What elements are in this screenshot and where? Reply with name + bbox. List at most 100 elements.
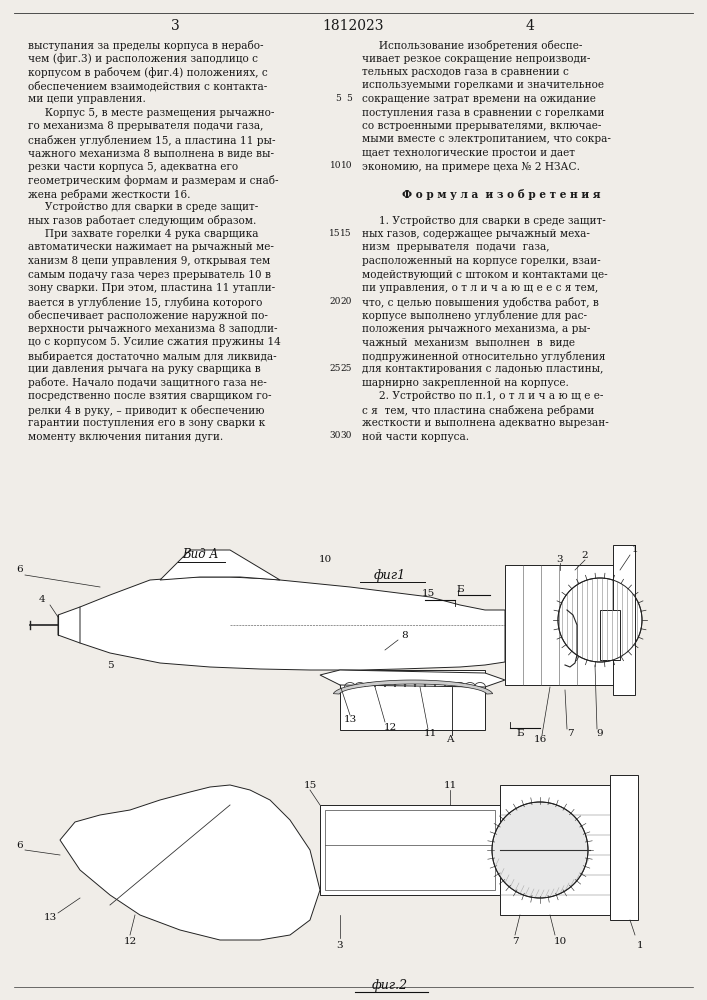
Text: ных газов работает следующим образом.: ных газов работает следующим образом.	[28, 216, 257, 227]
Text: верхности рычажного механизма 8 заподли-: верхности рычажного механизма 8 заподли-	[28, 324, 278, 334]
Text: посредственно после взятия сварщиком го-: посредственно после взятия сварщиком го-	[28, 391, 271, 401]
Text: 12: 12	[124, 938, 136, 946]
Text: 8: 8	[402, 631, 409, 640]
Text: 15: 15	[340, 229, 352, 238]
Text: 3: 3	[556, 556, 563, 564]
Text: 1: 1	[637, 940, 643, 950]
Text: чем (фиг.3) и расположения заподлицо с: чем (фиг.3) и расположения заподлицо с	[28, 53, 258, 64]
Text: резки части корпуса 5, адекватна его: резки части корпуса 5, адекватна его	[28, 161, 238, 172]
Text: Использование изобретения обеспе-: Использование изобретения обеспе-	[362, 40, 583, 51]
Text: автоматически нажимает на рычажный ме-: автоматически нажимает на рычажный ме-	[28, 242, 274, 252]
Text: 12: 12	[383, 722, 397, 732]
Text: жесткости и выполнена адекватно вырезан-: жесткости и выполнена адекватно вырезан-	[362, 418, 609, 428]
Text: положения рычажного механизма, а ры-: положения рычажного механизма, а ры-	[362, 324, 590, 334]
Text: Устройство для сварки в среде защит-: Устройство для сварки в среде защит-	[28, 202, 258, 212]
Text: Вид А: Вид А	[182, 548, 218, 562]
Text: A: A	[446, 736, 454, 744]
Text: жена ребрами жесткости 16.: жена ребрами жесткости 16.	[28, 188, 190, 200]
Text: фиг1: фиг1	[374, 568, 406, 582]
Bar	[505, 565, 615, 685]
Text: 20: 20	[341, 296, 352, 306]
Bar	[600, 610, 620, 660]
Text: используемыми горелками и значительное: используемыми горелками и значительное	[362, 81, 604, 91]
Text: геометрическим формам и размерам и снаб-: геометрическим формам и размерам и снаб-	[28, 175, 279, 186]
Text: 9: 9	[597, 728, 603, 738]
Text: модействующий с штоком и контактами це-: модействующий с штоком и контактами це-	[362, 269, 607, 279]
Text: 4: 4	[39, 595, 45, 604]
Text: фиг.2: фиг.2	[372, 978, 408, 992]
Text: 2: 2	[582, 550, 588, 560]
Text: шарнирно закрепленной на корпусе.: шарнирно закрепленной на корпусе.	[362, 377, 569, 387]
Bar	[325, 810, 495, 890]
Text: самым подачу газа через прерыватель 10 в: самым подачу газа через прерыватель 10 в	[28, 269, 271, 279]
Text: тельных расходов газа в сравнении с: тельных расходов газа в сравнении с	[362, 67, 569, 77]
Text: со встроенными прерывателями, включае-: со встроенными прерывателями, включае-	[362, 121, 602, 131]
Text: 6: 6	[17, 840, 23, 850]
Text: 10: 10	[318, 556, 332, 564]
Text: экономию, на примере цеха № 2 НЗАС.: экономию, на примере цеха № 2 НЗАС.	[362, 161, 580, 172]
Text: Ф о р м у л а  и з о б р е т е н и я: Ф о р м у л а и з о б р е т е н и я	[402, 188, 600, 200]
Text: 25: 25	[341, 364, 352, 373]
Circle shape	[558, 578, 642, 662]
Text: выступания за пределы корпуса в нерабо-: выступания за пределы корпуса в нерабо-	[28, 40, 264, 51]
Text: корпусом в рабочем (фиг.4) положениях, с: корпусом в рабочем (фиг.4) положениях, с	[28, 67, 268, 78]
Text: 15: 15	[421, 588, 435, 597]
Text: цо с корпусом 5. Усилие сжатия пружины 14: цо с корпусом 5. Усилие сжатия пружины 1…	[28, 337, 281, 347]
Text: пи управления, о т л и ч а ю щ е е с я тем,: пи управления, о т л и ч а ю щ е е с я т…	[362, 283, 598, 293]
Text: работе. Начало подачи защитного газа не-: работе. Начало подачи защитного газа не-	[28, 377, 267, 388]
Text: го механизма 8 прерывателя подачи газа,: го механизма 8 прерывателя подачи газа,	[28, 121, 264, 131]
Text: ции давления рычага на руку сварщика в: ции давления рычага на руку сварщика в	[28, 364, 261, 374]
Text: 1. Устройство для сварки в среде защит-: 1. Устройство для сварки в среде защит-	[362, 216, 606, 226]
Text: щает технологические простои и дает: щает технологические простои и дает	[362, 148, 575, 158]
Text: ханизм 8 цепи управления 9, открывая тем: ханизм 8 цепи управления 9, открывая тем	[28, 256, 270, 266]
Text: Б: Б	[516, 728, 524, 738]
Polygon shape	[58, 607, 85, 643]
Text: что, с целью повышения удобства работ, в: что, с целью повышения удобства работ, в	[362, 296, 599, 308]
Text: 6: 6	[17, 566, 23, 574]
Text: 13: 13	[344, 714, 356, 724]
Text: 3: 3	[337, 940, 344, 950]
Text: чажного механизма 8 выполнена в виде вы-: чажного механизма 8 выполнена в виде вы-	[28, 148, 274, 158]
Bar	[500, 785, 610, 915]
Text: Корпус 5, в месте размещения рычажно-: Корпус 5, в месте размещения рычажно-	[28, 107, 274, 117]
Text: выбирается достаточно малым для ликвида-: выбирается достаточно малым для ликвида-	[28, 351, 276, 361]
Text: 1812023: 1812023	[322, 19, 384, 33]
Text: 7: 7	[567, 728, 573, 738]
Text: 1: 1	[631, 546, 638, 554]
Text: 5: 5	[107, 660, 113, 670]
Bar	[340, 670, 485, 730]
Text: 5: 5	[346, 94, 352, 103]
Text: При захвате горелки 4 рука сварщика: При захвате горелки 4 рука сварщика	[28, 229, 259, 239]
Text: 15: 15	[329, 229, 341, 238]
Text: поступления газа в сравнении с горелками: поступления газа в сравнении с горелками	[362, 107, 604, 117]
Text: 20: 20	[329, 296, 341, 306]
Text: чажный  механизм  выполнен  в  виде: чажный механизм выполнен в виде	[362, 337, 575, 347]
Text: зону сварки. При этом, пластина 11 утапли-: зону сварки. При этом, пластина 11 утапл…	[28, 283, 275, 293]
Text: Б: Б	[456, 585, 464, 594]
Text: чивает резкое сокращение непроизводи-: чивает резкое сокращение непроизводи-	[362, 53, 590, 64]
Text: 13: 13	[43, 914, 57, 922]
Text: расположенный на корпусе горелки, взаи-: расположенный на корпусе горелки, взаи-	[362, 256, 601, 266]
Text: мыми вместе с электропитанием, что сокра-: мыми вместе с электропитанием, что сокра…	[362, 134, 611, 144]
Text: 5: 5	[335, 94, 341, 103]
Text: 4: 4	[525, 19, 534, 33]
Circle shape	[492, 802, 588, 898]
Text: корпусе выполнено углубление для рас-: корпусе выполнено углубление для рас-	[362, 310, 587, 321]
Text: обеспечивает расположение наружной по-: обеспечивает расположение наружной по-	[28, 310, 268, 321]
Text: 11: 11	[423, 728, 437, 738]
Text: вается в углубление 15, глубина которого: вается в углубление 15, глубина которого	[28, 296, 262, 308]
Text: сокращение затрат времени на ожидание: сокращение затрат времени на ожидание	[362, 94, 596, 104]
Text: 25: 25	[329, 364, 341, 373]
Text: моменту включения питания дуги.: моменту включения питания дуги.	[28, 432, 223, 442]
Text: 10: 10	[329, 161, 341, 170]
Text: снабжен углублением 15, а пластина 11 ры-: снабжен углублением 15, а пластина 11 ры…	[28, 134, 276, 145]
Text: 10: 10	[341, 161, 352, 170]
Text: 30: 30	[341, 432, 352, 440]
Text: 15: 15	[303, 780, 317, 790]
Polygon shape	[320, 670, 505, 687]
Polygon shape	[60, 785, 320, 940]
Text: 3: 3	[170, 19, 180, 33]
Text: 10: 10	[554, 938, 566, 946]
Text: 16: 16	[533, 736, 547, 744]
Text: ных газов, содержащее рычажный меха-: ных газов, содержащее рычажный меха-	[362, 229, 590, 239]
